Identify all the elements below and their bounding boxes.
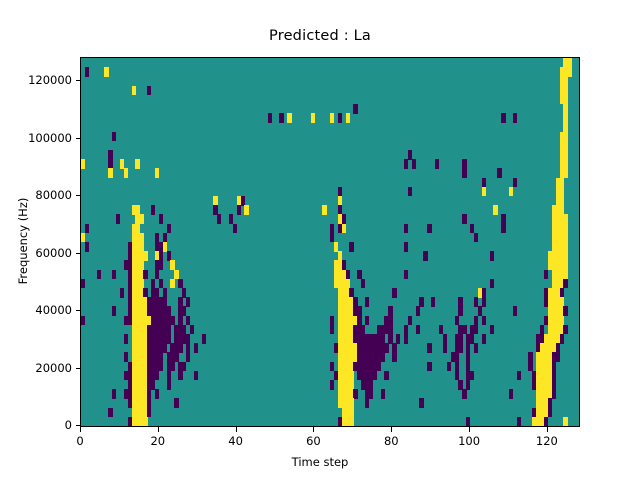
x-axis-tick-label: 100 bbox=[458, 434, 481, 448]
x-axis-tick bbox=[157, 427, 159, 432]
y-axis-label: Frequency (Hz) bbox=[16, 197, 30, 285]
y-axis-tick bbox=[76, 252, 80, 254]
x-axis-tick-label: 60 bbox=[306, 434, 321, 448]
y-axis-tick-label: 120000 bbox=[28, 73, 72, 87]
x-axis-tick-label: 80 bbox=[383, 434, 399, 448]
y-axis-tick-label: 60000 bbox=[35, 245, 72, 260]
x-axis-tick bbox=[469, 427, 471, 432]
x-axis-tick bbox=[313, 427, 315, 432]
x-axis-tick-label: 40 bbox=[228, 434, 243, 448]
y-axis-tick bbox=[76, 367, 80, 369]
y-axis-tick-label: 80000 bbox=[35, 188, 72, 202]
y-axis-tick bbox=[76, 137, 80, 139]
y-axis-tick-label: 0 bbox=[64, 418, 72, 432]
y-axis-tick bbox=[76, 425, 80, 426]
x-axis-label: Time step bbox=[291, 455, 349, 469]
heatmap-plot-area[interactable] bbox=[80, 57, 580, 427]
y-axis-tick bbox=[76, 195, 80, 196]
x-axis-tick-label: 20 bbox=[150, 434, 166, 448]
y-axis-tick bbox=[76, 80, 80, 81]
x-axis-tick bbox=[235, 427, 237, 432]
y-axis-tick-label: 40000 bbox=[35, 303, 72, 317]
x-axis-tick-label: 120 bbox=[535, 434, 558, 448]
y-axis-tick-label: 20000 bbox=[35, 360, 72, 375]
chart-title: Predicted : La bbox=[269, 28, 371, 44]
x-axis-tick bbox=[546, 427, 548, 432]
y-axis-tick-label: 100000 bbox=[28, 130, 72, 145]
x-axis-tick-label: 0 bbox=[76, 434, 84, 448]
heatmap-grid bbox=[81, 58, 579, 426]
y-axis-tick bbox=[76, 310, 80, 311]
x-axis-tick bbox=[391, 427, 393, 432]
x-axis-tick bbox=[80, 427, 81, 432]
